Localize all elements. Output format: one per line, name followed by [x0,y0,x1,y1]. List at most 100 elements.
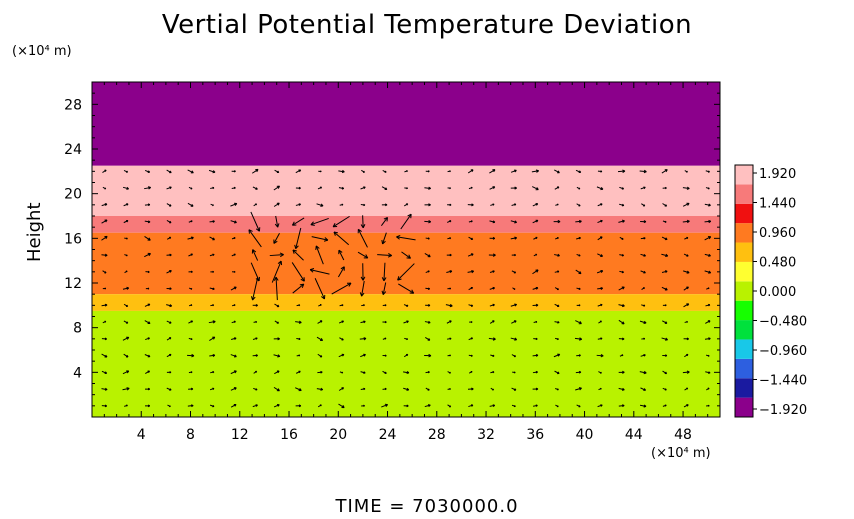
wind-arrow-head [578,271,582,275]
wind-arrow-head [126,254,128,257]
wind-arrow [596,354,604,357]
wind-arrow-head [600,387,602,390]
wind-arrow-head [578,321,582,325]
wind-arrow-head [340,266,345,271]
wind-arrow-head [470,253,474,257]
wind-arrow [314,278,325,300]
wind-arrow-head [578,304,581,307]
wind-arrow-head [578,387,582,391]
wind-arrow-head [556,186,560,189]
wind-arrow-head [535,286,539,290]
wind-arrow-head [643,270,646,274]
wind-arrow-head [600,269,604,273]
wind-arrow-head [427,338,431,341]
x-tick-label: 24 [379,427,397,443]
wind-arrow-head [233,370,237,374]
wind-arrow-head [599,236,603,239]
wind-arrow-head [104,303,108,307]
wind-arrow-head [492,404,496,408]
wind-arrow-head [298,320,302,324]
wind-arrow-head [427,170,430,173]
wind-arrow-head [427,237,430,240]
wind-arrow-head [643,320,647,325]
wind-arrow [144,236,151,241]
x-tick-label: 20 [329,427,347,443]
wind-arrow-head [319,337,324,342]
wind-arrow-head [363,304,365,307]
wind-arrow-head [664,388,667,391]
wind-arrow-head [126,404,128,407]
wind-arrow-head [341,169,345,174]
wind-arrow-head [360,276,366,281]
wind-arrow-head [147,370,150,374]
wind-arrow-head [332,223,338,228]
wind-arrow-head [557,371,560,375]
field-layer [92,82,720,166]
wind-arrow [682,187,690,189]
wind-arrow-head [341,338,344,341]
wind-arrow-head [514,253,516,257]
wind-arrow [291,262,305,282]
wind-arrow-head [708,253,711,257]
wind-arrow-head [319,304,322,307]
wind-arrow-head [621,404,625,408]
wind-arrow-head [126,387,130,391]
wind-arrow [398,283,414,294]
wind-arrow-head [104,404,108,408]
wind-arrow-head [664,186,667,190]
wind-arrow-head [363,371,366,374]
wind-arrow-head [233,253,236,256]
wind-arrow-head [320,170,322,173]
wind-arrow-head [621,187,624,190]
wind-arrow [338,403,345,409]
y-tick-label: 28 [64,97,82,113]
wind-arrow-head [470,220,473,223]
wind-arrow-head [125,354,129,358]
wind-arrow-head [708,219,712,224]
wind-arrow-head [255,337,258,340]
wind-arrow-head [665,354,668,357]
wind-arrow [682,220,690,223]
wind-arrow [273,354,280,357]
wind-arrow-head [557,253,560,257]
wind-arrow-head [341,304,344,307]
wind-arrow-head [643,370,647,375]
wind-arrow-head [513,388,517,391]
wind-arrow-head [104,354,108,358]
wind-arrow-head [276,321,279,324]
wind-arrow-head [470,404,474,407]
wind-arrow-head [492,303,495,307]
wind-arrow-head [621,387,625,391]
wind-arrow-head [535,337,538,341]
wind-arrow [704,220,711,223]
wind-arrow-head [708,270,712,274]
wind-arrow-head [406,337,409,341]
wind-arrow-head [708,303,711,307]
wind-arrow [618,220,625,223]
colorbar-swatch [735,358,753,379]
wind-arrow-head [513,371,516,374]
x-axis-unit: (×10⁴ m) [651,446,711,461]
wind-arrow-head [319,186,323,189]
wind-arrow-head [470,321,473,324]
wind-arrow-head [273,239,278,244]
wind-arrow-head [126,286,130,290]
wind-arrow-head [643,236,646,240]
wind-arrow [251,169,259,174]
wind-arrow-head [535,203,539,206]
wind-arrow [639,320,647,324]
wind-arrow [382,282,387,295]
x-tick-label: 32 [477,427,495,443]
wind-arrow-head [363,353,366,357]
y-tick-label: 24 [64,142,82,158]
wind-arrow-head [346,282,352,287]
wind-arrow-head [294,244,299,250]
wind-arrow-head [341,387,344,390]
wind-arrow-head [557,219,561,224]
wind-arrow-head [233,403,237,407]
wind-arrow-head [557,388,559,391]
wind-arrow [252,276,259,301]
wind-arrow [187,169,194,174]
wind-arrow [122,336,130,341]
wind-arrow [380,217,388,227]
